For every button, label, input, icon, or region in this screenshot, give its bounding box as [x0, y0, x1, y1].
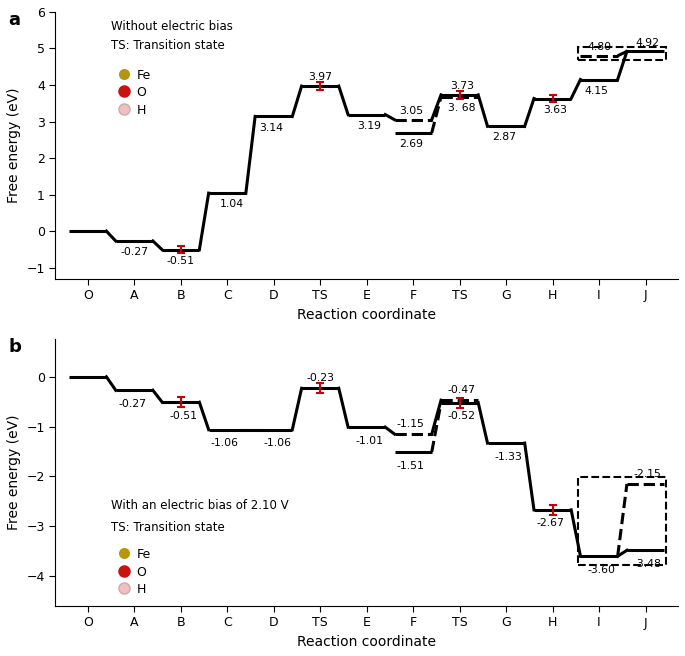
Text: 4.80: 4.80	[587, 42, 611, 52]
Text: 3.14: 3.14	[260, 123, 284, 133]
Text: -1.01: -1.01	[355, 436, 383, 445]
Text: 3. 68: 3. 68	[448, 103, 475, 113]
Text: 4.92: 4.92	[636, 38, 660, 48]
Text: b: b	[9, 338, 21, 356]
X-axis label: Reaction coordinate: Reaction coordinate	[297, 635, 436, 649]
Legend: Fe, O, H: Fe, O, H	[118, 548, 151, 596]
Text: a: a	[9, 10, 21, 29]
Text: 3.73: 3.73	[450, 81, 474, 91]
Text: -0.47: -0.47	[448, 385, 476, 395]
Y-axis label: Free energy (eV): Free energy (eV)	[7, 415, 21, 531]
Text: -1.15: -1.15	[397, 419, 425, 429]
Text: 4.15: 4.15	[585, 86, 609, 96]
Text: -3.60: -3.60	[587, 565, 615, 575]
Text: -1.33: -1.33	[495, 451, 523, 462]
Text: -0.23: -0.23	[306, 373, 334, 383]
Text: TS: Transition state: TS: Transition state	[112, 521, 225, 534]
Text: Without electric bias: Without electric bias	[112, 20, 233, 33]
Text: 2.69: 2.69	[399, 139, 423, 149]
Text: -0.52: -0.52	[448, 411, 476, 421]
Text: 3.05: 3.05	[399, 106, 423, 116]
Text: -1.51: -1.51	[397, 461, 425, 470]
Text: -1.06: -1.06	[264, 438, 291, 448]
Bar	[578, 478, 667, 565]
Text: TS: Transition state: TS: Transition state	[112, 39, 225, 52]
Legend: Fe, O, H: Fe, O, H	[118, 69, 151, 117]
Text: -0.51: -0.51	[169, 411, 197, 420]
Text: -0.51: -0.51	[166, 256, 195, 266]
Text: 2.87: 2.87	[492, 133, 516, 142]
Bar	[578, 47, 667, 60]
Text: -1.06: -1.06	[211, 438, 239, 448]
Text: -2.15: -2.15	[634, 469, 662, 479]
Text: 3.19: 3.19	[357, 121, 381, 131]
Y-axis label: Free energy (eV): Free energy (eV)	[7, 87, 21, 203]
Text: -2.67: -2.67	[536, 518, 564, 528]
Text: -0.27: -0.27	[121, 247, 148, 257]
Text: -3.48: -3.48	[634, 559, 662, 569]
Text: 3.97: 3.97	[308, 72, 332, 83]
Text: 1.04: 1.04	[220, 199, 244, 209]
Text: -0.27: -0.27	[118, 399, 146, 409]
X-axis label: Reaction coordinate: Reaction coordinate	[297, 308, 436, 321]
Text: 3.63: 3.63	[543, 105, 567, 115]
Text: With an electric bias of 2.10 V: With an electric bias of 2.10 V	[112, 499, 289, 512]
